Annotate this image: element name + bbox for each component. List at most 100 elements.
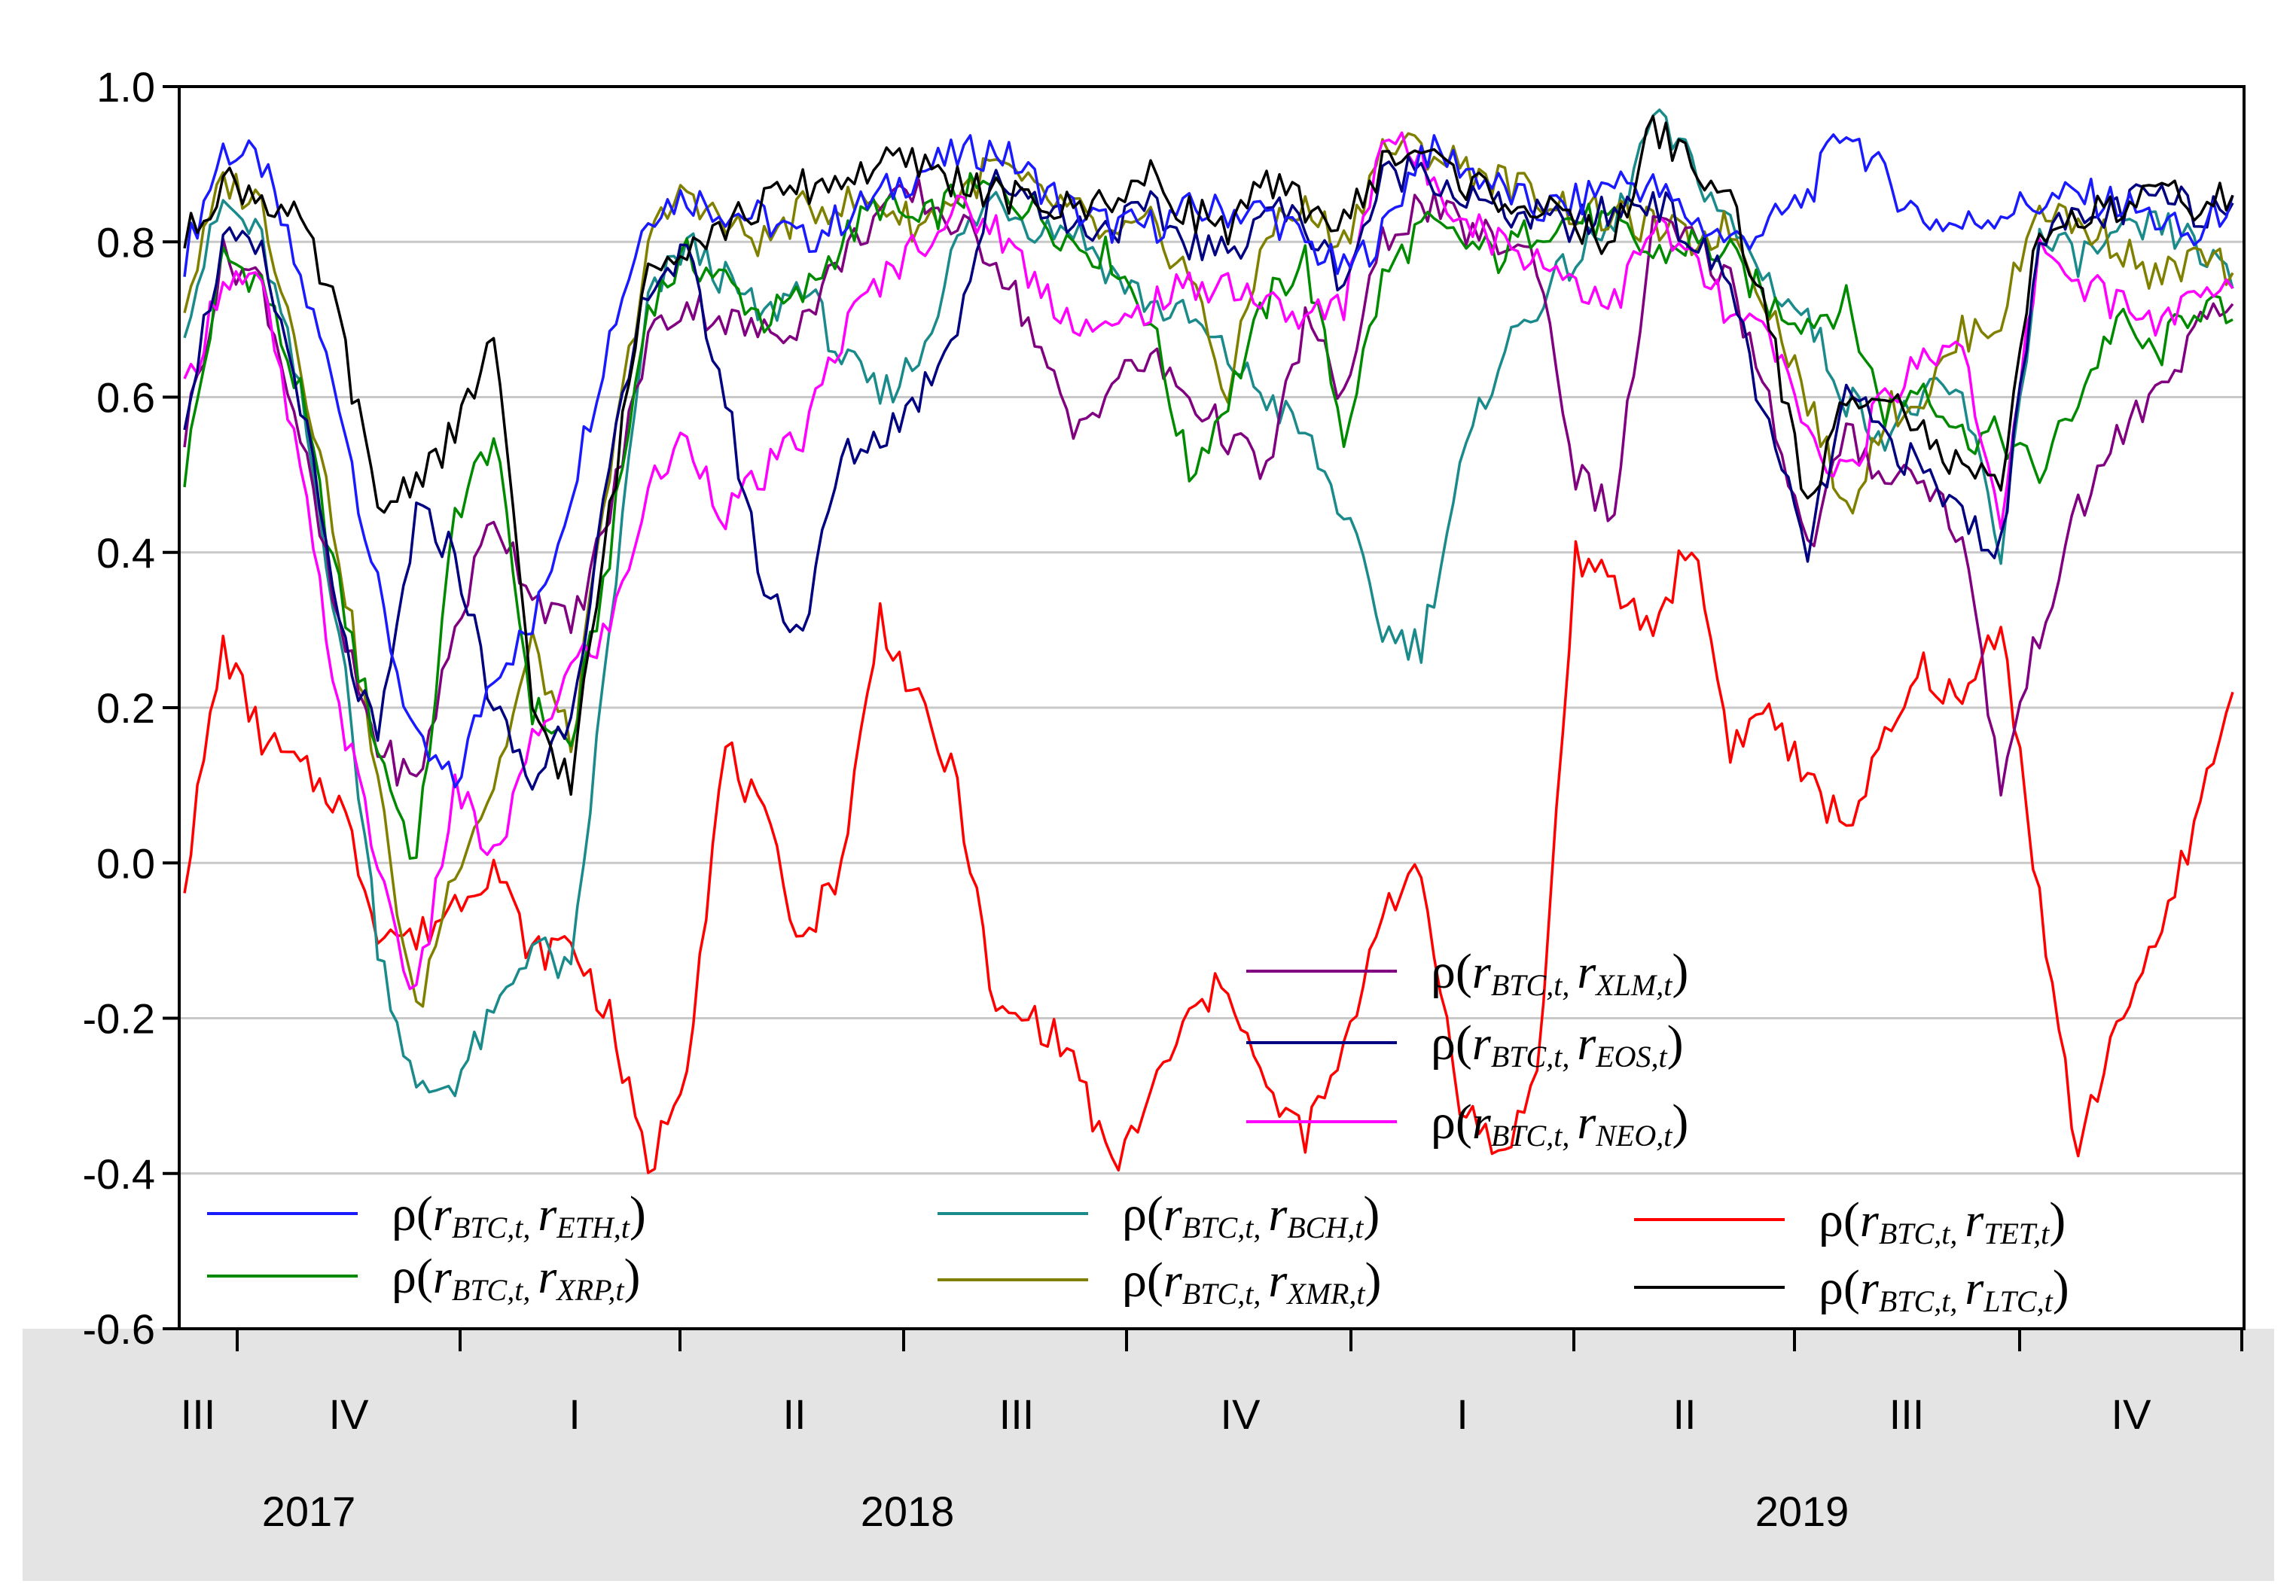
legend-part: r: [433, 1187, 453, 1241]
legend-part: NEO,t: [1595, 1119, 1672, 1153]
year-label: 2017: [262, 1488, 356, 1535]
legend-part: r: [1163, 1253, 1183, 1307]
legend-part: ρ(: [1122, 1186, 1163, 1241]
y-tick-label: -0.4: [83, 1150, 156, 1198]
y-tick-label: -0.2: [83, 995, 156, 1043]
y-tick-label: 0.6: [96, 374, 155, 422]
legend-part: BTC,t: [452, 1211, 523, 1244]
quarter-label: II: [1672, 1390, 1696, 1438]
legend-label: ρ(rBTC,t, rETH,t): [392, 1186, 646, 1244]
legend-separator: ,: [1253, 1277, 1268, 1311]
legend-part: ρ(: [1122, 1253, 1163, 1308]
legend-entry: ρ(rBTC,t, rETH,t): [207, 1186, 646, 1244]
legend-part: r: [1472, 945, 1492, 998]
quarter-label: III: [999, 1390, 1035, 1438]
legend-part: r: [1577, 945, 1596, 998]
legend-entry: ρ(rBTC,t, rTET,t): [1634, 1192, 2066, 1250]
legend-separator: ,: [1562, 1119, 1577, 1153]
legend-part: r: [538, 1250, 557, 1303]
legend-part: XLM,t: [1594, 968, 1672, 1002]
legend-part: XMR,t: [1285, 1277, 1365, 1311]
legend-part: BTC,t: [452, 1273, 523, 1307]
legend-part: ): [1667, 1016, 1684, 1071]
legend-part: ETH,t: [556, 1211, 630, 1244]
axis-band-background: [23, 1329, 2274, 1581]
legend-part: BTC,t: [1182, 1211, 1254, 1244]
y-axis: 1.0 0.8 0.6 0.4 0.2 0.0 -0.2 -0.4 -0.6: [83, 63, 179, 1353]
legend-part: BTC,t: [1491, 1040, 1563, 1074]
legend-label: ρ(rBTC,t, rNEO,t): [1431, 1095, 1688, 1153]
y-tick-label: 1.0: [96, 63, 155, 111]
legend-part: ρ(: [1431, 1016, 1472, 1071]
legend-part: r: [538, 1187, 557, 1241]
legend-part: r: [1472, 1095, 1492, 1149]
y-tick-label: 0.4: [96, 529, 155, 577]
grid: [179, 240, 2244, 1175]
legend-separator: ,: [1950, 1284, 1965, 1318]
legend-part: r: [1268, 1253, 1288, 1307]
legend-part: BTC,t: [1879, 1284, 1950, 1318]
legend-part: BTC,t: [1491, 968, 1563, 1002]
legend-part: XRP,t: [555, 1273, 624, 1307]
legend-part: r: [1860, 1261, 1880, 1314]
legend-part: BTC,t: [1491, 1119, 1563, 1153]
legend-part: ρ(: [1819, 1260, 1860, 1315]
quarter-label: I: [1456, 1390, 1468, 1438]
legend-part: BTC,t: [1879, 1217, 1950, 1250]
legend-part: r: [1268, 1187, 1288, 1241]
legend-part: ρ(: [1431, 1095, 1472, 1150]
legend-entry: ρ(rBTC,t, rNEO,t): [1246, 1095, 1688, 1153]
quarter-label: I: [569, 1390, 581, 1438]
legend-entry: ρ(rBTC,t, rBCH,t): [938, 1186, 1380, 1244]
quarter-label: III: [1889, 1390, 1925, 1438]
legend-label: ρ(rBTC,t, rBCH,t): [1122, 1186, 1380, 1244]
quarter-label: III: [181, 1390, 216, 1438]
legend-entry: ρ(rBTC,t, rXLM,t): [1246, 944, 1688, 1002]
year-label: 2019: [1755, 1488, 1849, 1535]
series-line: [183, 155, 2234, 791]
legend-label: ρ(rBTC,t, rEOS,t): [1431, 1016, 1684, 1074]
legend-part: ): [1363, 1186, 1380, 1241]
legend-part: BCH,t: [1287, 1211, 1364, 1244]
legend-part: ): [2049, 1192, 2066, 1247]
legend-part: ): [1672, 1095, 1688, 1150]
legend-label: ρ(rBTC,t, rXLM,t): [1431, 944, 1688, 1002]
legend-part: r: [1577, 1095, 1596, 1149]
legend-part: LTC,t: [1983, 1284, 2053, 1318]
series-line: [183, 178, 2234, 797]
legend-part: ρ(: [1819, 1192, 1860, 1247]
quarter-label: IV: [1221, 1390, 1261, 1438]
legend-part: ρ(: [1431, 944, 1472, 999]
y-tick-label: -0.6: [83, 1305, 156, 1353]
legend-label: ρ(rBTC,t, rTET,t): [1819, 1192, 2066, 1250]
legend-entry: ρ(rBTC,t, rXMR,t): [938, 1253, 1382, 1311]
legend-part: r: [1965, 1193, 1984, 1247]
series-line: [183, 131, 2234, 991]
legend-separator: ,: [1562, 968, 1577, 1002]
legend-part: BTC,t: [1182, 1277, 1254, 1311]
legend-entry: ρ(rBTC,t, rXRP,t): [207, 1249, 640, 1307]
legend-entry: ρ(rBTC,t, rEOS,t): [1246, 1016, 1684, 1074]
legend-part: ): [2053, 1260, 2069, 1315]
legend: ρ(rBTC,t, rXLM,t)ρ(rBTC,t, rEOS,t)ρ(rBTC…: [207, 944, 2069, 1318]
legend-separator: ,: [1253, 1211, 1268, 1244]
legend-label: ρ(rBTC,t, rLTC,t): [1819, 1260, 2069, 1318]
quarter-label: II: [782, 1390, 806, 1438]
series-line: [183, 114, 2234, 796]
y-tick-label: 0.8: [96, 218, 155, 266]
series-lines: [183, 108, 2234, 1174]
y-tick-label: 0.2: [96, 684, 155, 732]
legend-part: ρ(: [392, 1186, 433, 1241]
quarter-label: IV: [2112, 1390, 2152, 1438]
legend-label: ρ(rBTC,t, rXRP,t): [392, 1249, 640, 1307]
year-label: 2018: [861, 1488, 955, 1535]
legend-part: r: [1965, 1261, 1984, 1314]
legend-part: ): [624, 1249, 640, 1304]
quarter-label: IV: [329, 1390, 370, 1438]
legend-part: r: [1163, 1187, 1183, 1241]
legend-separator: ,: [523, 1273, 538, 1307]
legend-part: r: [433, 1250, 453, 1303]
legend-part: TET,t: [1983, 1217, 2050, 1250]
